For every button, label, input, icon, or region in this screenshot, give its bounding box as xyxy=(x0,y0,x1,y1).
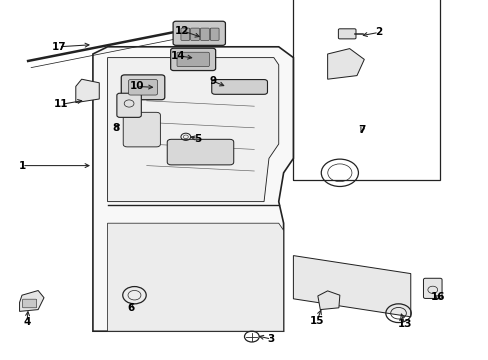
Text: 5: 5 xyxy=(194,134,201,144)
FancyBboxPatch shape xyxy=(22,299,37,308)
FancyBboxPatch shape xyxy=(210,28,219,40)
FancyBboxPatch shape xyxy=(170,48,215,71)
Bar xyxy=(293,0,439,180)
FancyBboxPatch shape xyxy=(181,28,189,40)
Text: 15: 15 xyxy=(309,316,324,326)
Text: 4: 4 xyxy=(23,317,31,327)
Polygon shape xyxy=(107,223,283,331)
FancyBboxPatch shape xyxy=(423,278,441,298)
Polygon shape xyxy=(327,49,364,79)
Text: 10: 10 xyxy=(129,81,144,91)
FancyBboxPatch shape xyxy=(338,29,355,39)
Polygon shape xyxy=(293,256,410,317)
Text: 12: 12 xyxy=(174,26,189,36)
Polygon shape xyxy=(107,58,278,202)
Text: 1: 1 xyxy=(19,161,25,171)
Text: 17: 17 xyxy=(51,42,66,52)
Polygon shape xyxy=(317,291,339,310)
FancyBboxPatch shape xyxy=(173,21,225,45)
Text: 14: 14 xyxy=(171,51,185,61)
Polygon shape xyxy=(76,79,99,103)
Text: 8: 8 xyxy=(112,123,119,133)
FancyBboxPatch shape xyxy=(190,28,199,40)
Text: 6: 6 xyxy=(127,303,134,313)
FancyBboxPatch shape xyxy=(200,28,209,40)
FancyBboxPatch shape xyxy=(211,80,267,94)
FancyBboxPatch shape xyxy=(123,112,160,147)
Polygon shape xyxy=(93,47,293,331)
Text: 7: 7 xyxy=(357,125,365,135)
Text: 3: 3 xyxy=(267,334,274,344)
Text: 16: 16 xyxy=(429,292,444,302)
FancyBboxPatch shape xyxy=(177,52,209,67)
FancyBboxPatch shape xyxy=(117,93,141,117)
Polygon shape xyxy=(20,291,44,311)
Text: 11: 11 xyxy=(54,99,68,109)
FancyBboxPatch shape xyxy=(128,80,157,95)
Text: 2: 2 xyxy=(375,27,382,37)
FancyBboxPatch shape xyxy=(167,139,233,165)
Text: 13: 13 xyxy=(397,319,411,329)
Text: 9: 9 xyxy=(209,76,216,86)
FancyBboxPatch shape xyxy=(121,75,164,100)
